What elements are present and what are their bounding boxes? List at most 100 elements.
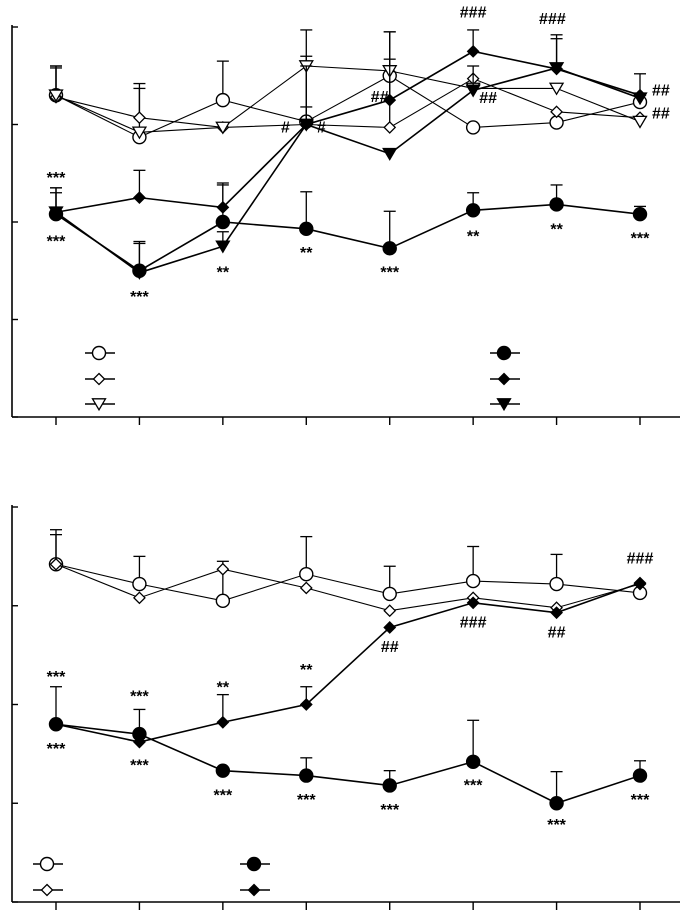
data-point xyxy=(382,147,398,161)
series-circle-filled xyxy=(48,182,648,278)
data-point xyxy=(632,115,648,129)
data-point xyxy=(299,221,314,237)
series-diamond-filled xyxy=(49,576,647,749)
significance-label: *** xyxy=(380,802,399,819)
significance-label: # xyxy=(317,119,326,136)
legend-entry-circle-open xyxy=(85,345,115,361)
significance-label: *** xyxy=(380,265,399,282)
data-point xyxy=(216,200,230,214)
legend-marker xyxy=(92,372,106,386)
significance-label: *** xyxy=(130,758,149,775)
data-point xyxy=(216,562,230,576)
data-point xyxy=(466,44,480,58)
significance-label: ### xyxy=(460,4,487,21)
data-point xyxy=(466,596,480,610)
significance-label: # xyxy=(281,119,290,136)
legend-marker xyxy=(496,398,512,412)
data-point xyxy=(215,121,231,135)
legend-entry-triangle-open xyxy=(85,398,115,412)
data-point xyxy=(299,698,313,711)
data-point xyxy=(465,754,481,769)
data-point xyxy=(299,768,314,783)
data-point xyxy=(215,763,231,778)
significance-label: ## xyxy=(371,89,389,106)
significance-label: ** xyxy=(300,245,313,262)
legend-marker xyxy=(91,398,107,412)
data-point xyxy=(549,197,564,212)
data-point xyxy=(632,768,648,783)
data-point xyxy=(215,214,231,230)
legend-entry-diamond-open xyxy=(33,883,63,897)
series-line xyxy=(55,723,641,805)
significance-label: *** xyxy=(547,817,566,834)
legend-entry-triangle-filled xyxy=(490,398,520,412)
panel-1: ****************** *****# ############### xyxy=(11,4,680,425)
data-point xyxy=(48,206,64,220)
data-point xyxy=(382,778,397,793)
significance-label: *** xyxy=(464,777,483,794)
significance-label: ** xyxy=(550,222,563,239)
significance-label: ## xyxy=(381,639,399,656)
legend-marker xyxy=(247,883,261,897)
series-line xyxy=(55,203,641,272)
data-point xyxy=(549,796,564,811)
significance-label: ** xyxy=(300,662,313,679)
series-line xyxy=(55,563,641,602)
legend-marker xyxy=(496,345,512,361)
data-point xyxy=(632,92,648,106)
significance-label: ## xyxy=(548,624,566,641)
significance-label: *** xyxy=(47,669,66,686)
data-point xyxy=(548,62,565,76)
significance-label: *** xyxy=(47,170,66,187)
significance-label: ** xyxy=(467,229,480,246)
significance-label: ### xyxy=(539,11,566,28)
data-point xyxy=(383,604,397,618)
data-point xyxy=(132,576,147,592)
legend-marker xyxy=(91,345,107,361)
data-point xyxy=(299,581,313,595)
significance-label: *** xyxy=(47,741,66,758)
significance-label: ** xyxy=(217,265,230,282)
significance-label: ## xyxy=(652,106,670,123)
data-point xyxy=(383,121,397,134)
data-point xyxy=(465,573,481,589)
panel-2: **********************##***###***##***##… xyxy=(11,505,680,910)
data-point xyxy=(632,206,648,222)
data-point xyxy=(133,191,146,205)
significance-label: ** xyxy=(217,680,230,697)
series-line xyxy=(55,50,641,214)
data-point xyxy=(382,241,397,256)
data-point xyxy=(633,576,647,590)
data-point xyxy=(549,576,564,592)
significance-label: *** xyxy=(631,792,650,809)
data-point xyxy=(133,735,146,749)
data-point xyxy=(465,203,481,218)
legend-entry-diamond-filled xyxy=(490,372,520,386)
legend-entry-circle-filled xyxy=(240,856,270,872)
legend-entry-diamond-open xyxy=(85,372,115,386)
data-point xyxy=(215,92,231,108)
data-point xyxy=(133,591,146,605)
series-line xyxy=(55,78,641,128)
data-point xyxy=(48,89,64,103)
data-point xyxy=(49,717,63,731)
significance-label: *** xyxy=(130,289,149,306)
annotations: ****************** *****# ############### xyxy=(47,4,670,306)
data-point xyxy=(216,715,230,729)
legend-marker xyxy=(246,856,262,872)
significance-label: *** xyxy=(130,689,149,706)
legend-marker xyxy=(39,856,55,872)
series-line xyxy=(55,67,641,274)
data-point xyxy=(215,593,231,609)
data-point xyxy=(299,566,314,582)
data-point xyxy=(382,586,397,602)
data-point xyxy=(383,621,397,634)
data-point xyxy=(215,240,231,254)
data-point xyxy=(131,266,148,280)
data-point xyxy=(550,606,563,620)
data-point xyxy=(465,84,481,98)
data-point xyxy=(49,557,63,571)
significance-label: *** xyxy=(47,233,66,250)
data-point xyxy=(548,82,565,96)
